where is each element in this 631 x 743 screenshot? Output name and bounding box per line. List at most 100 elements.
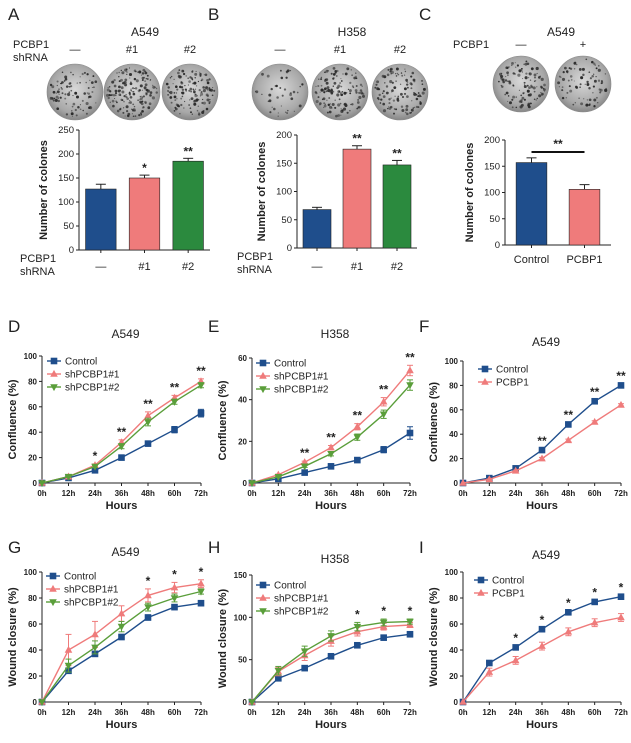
colony-dot <box>286 112 288 114</box>
series-marker <box>64 662 73 670</box>
colony-dot <box>83 71 86 74</box>
colony-dot <box>130 81 132 83</box>
colony-dot <box>526 84 529 87</box>
series-marker <box>617 613 625 621</box>
colony-dot <box>605 87 607 90</box>
y-tick-label: 0 <box>287 243 292 254</box>
colony-dot <box>406 112 409 116</box>
colony-dot <box>131 87 135 90</box>
x-tick-label: 0h <box>458 708 467 717</box>
colony-dot <box>512 72 515 75</box>
colony-dot <box>61 92 64 95</box>
x-tick-label: 24h <box>298 489 312 498</box>
colony-dot <box>67 92 71 97</box>
colony-dot <box>592 85 595 88</box>
colony-dot <box>177 71 180 75</box>
colony-dot <box>56 84 58 87</box>
colony-dot <box>600 80 603 83</box>
top-row-label-1: PCBP1 <box>453 39 489 51</box>
colony-dot <box>399 83 402 85</box>
colony-dot <box>57 99 61 103</box>
y-axis-label: Confluence (%) <box>7 379 19 459</box>
colony-dot <box>181 95 184 98</box>
colony-dot <box>540 86 543 89</box>
colony-dot <box>419 101 421 103</box>
colony-dot <box>355 72 357 74</box>
colony-dot <box>314 91 317 94</box>
colony-dot <box>583 98 585 100</box>
colony-dot <box>511 98 514 101</box>
series-marker <box>38 699 46 707</box>
colony-dot <box>501 85 504 88</box>
top-row-label-2: shRNA <box>13 52 49 64</box>
colony-dot <box>111 99 115 103</box>
colony-dot <box>129 77 131 79</box>
colony-dot <box>330 72 333 75</box>
colony-dot <box>144 100 147 104</box>
colony-dot <box>154 86 156 89</box>
colony-dot <box>175 92 178 94</box>
colony-dot <box>357 106 360 109</box>
legend-label: shPCBP1#1 <box>274 594 329 605</box>
series-marker <box>170 398 179 406</box>
x-tick-label: 60h <box>588 708 602 717</box>
colony-dot <box>155 91 158 94</box>
y-tick-label: 0 <box>243 479 248 488</box>
colony-dot <box>190 97 194 101</box>
colony-dot <box>126 110 129 113</box>
colony-dot <box>184 88 187 91</box>
colony-dot <box>327 70 329 72</box>
colony-dot <box>561 89 564 92</box>
colony-dot <box>167 90 170 92</box>
colony-dot <box>326 111 329 114</box>
colony-dot <box>148 89 150 91</box>
colony-dot <box>340 80 343 82</box>
colony-dot <box>85 112 88 115</box>
colony-dot <box>64 93 67 96</box>
colony-dot <box>191 70 194 72</box>
colony-dot <box>325 90 328 93</box>
series-marker <box>259 359 267 367</box>
colony-dot <box>142 107 144 109</box>
y-tick-label: 60 <box>449 406 458 415</box>
colony-dot <box>119 108 122 111</box>
series-marker <box>197 409 205 417</box>
colony-dot <box>125 96 128 99</box>
colony-dot <box>266 74 270 78</box>
y-tick-label: 80 <box>28 594 37 603</box>
colony-dot <box>395 73 397 75</box>
colony-dot <box>376 80 380 84</box>
colony-dot <box>331 102 335 107</box>
colony-dot <box>79 81 81 84</box>
legend-label: Control <box>496 365 528 376</box>
colony-dot <box>523 84 526 86</box>
series-marker <box>538 454 546 462</box>
colony-dot <box>132 92 136 96</box>
colony-dot <box>111 80 115 84</box>
series-marker <box>117 443 126 451</box>
colony-dot <box>395 67 399 71</box>
colony-dot <box>376 87 380 91</box>
y-tick-label: 0 <box>454 479 459 488</box>
x-tick-label: 24h <box>88 708 102 717</box>
colony-dot <box>138 113 141 117</box>
colony-dot <box>105 93 110 97</box>
colony-dot <box>388 98 391 101</box>
colony-dot <box>511 64 513 66</box>
colony-dot <box>341 91 344 93</box>
colony-dot <box>350 103 352 106</box>
colony-dot <box>529 79 532 81</box>
colony-dot <box>120 69 123 72</box>
colony-dot <box>194 94 198 98</box>
colony-dot <box>523 98 526 101</box>
colony-dot <box>83 92 86 95</box>
x-tick-label: 24h <box>509 708 523 717</box>
colony-dot <box>200 92 204 96</box>
series-marker <box>49 572 57 580</box>
colony-dot <box>574 102 576 104</box>
colony-dot <box>87 87 90 89</box>
colony-dot <box>597 79 601 82</box>
colony-dot <box>521 71 524 73</box>
y-tick-label: 100 <box>276 187 292 198</box>
colony-dot <box>185 75 187 77</box>
